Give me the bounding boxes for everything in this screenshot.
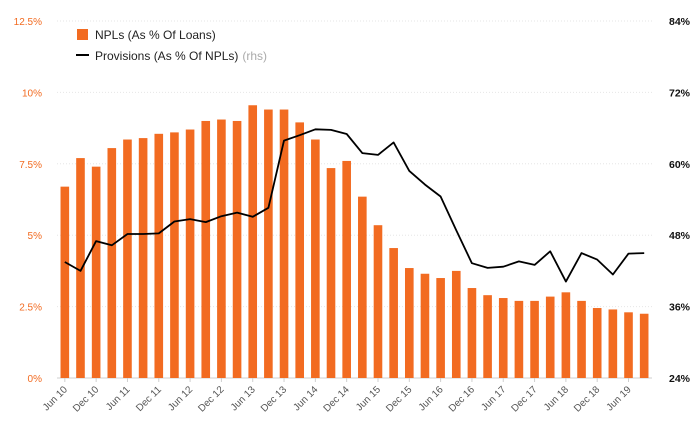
x-tick-label: Jun 11 bbox=[104, 384, 133, 413]
x-tick-label: Jun 14 bbox=[291, 384, 320, 413]
x-tick-label: Dec 11 bbox=[134, 384, 164, 414]
npl-bar bbox=[123, 139, 132, 378]
npl-bar bbox=[342, 160, 351, 378]
right-tick-label: 48% bbox=[669, 230, 691, 242]
right-y-axis: 24% 36% 48% 60% 72% 84% bbox=[669, 16, 691, 385]
x-tick-label: Jun 19 bbox=[605, 384, 634, 413]
x-tick-label: Dec 15 bbox=[384, 384, 414, 414]
left-tick-label: 7.5% bbox=[19, 160, 42, 171]
x-tick-label: Dec 14 bbox=[322, 384, 352, 414]
left-tick-label: 2.5% bbox=[19, 303, 42, 314]
npl-bar bbox=[624, 312, 633, 378]
npl-bar bbox=[248, 105, 258, 378]
x-tick-label: Dec 10 bbox=[71, 384, 101, 414]
legend-label-npls: NPLs (As % Of Loans) bbox=[95, 28, 216, 42]
npl-bar bbox=[420, 273, 430, 378]
npl-bar bbox=[217, 119, 226, 379]
npl-bar bbox=[326, 168, 336, 378]
npl-bar bbox=[451, 270, 461, 378]
x-tick-label: Dec 13 bbox=[259, 384, 289, 414]
npl-bar bbox=[577, 300, 586, 378]
npl-bar bbox=[311, 139, 320, 378]
npl-bar bbox=[436, 278, 445, 378]
npl-bar bbox=[170, 132, 179, 378]
npl-bar bbox=[373, 225, 383, 378]
npl-bar bbox=[76, 158, 85, 378]
npl-bar bbox=[154, 133, 164, 378]
npl-bar bbox=[138, 138, 148, 378]
npl-bar bbox=[295, 122, 305, 378]
right-tick-label: 36% bbox=[669, 302, 691, 314]
npl-bar bbox=[592, 308, 602, 378]
left-tick-label: 0% bbox=[28, 374, 43, 385]
x-axis: Jun 10 Dec 10 Jun 11 Dec 11 Jun 12 Dec 12 Jun … bbox=[41, 378, 634, 415]
left-tick-label: 5% bbox=[28, 231, 43, 242]
npl-bar bbox=[639, 313, 649, 378]
npl-bar bbox=[279, 109, 289, 378]
npl-bar bbox=[389, 248, 398, 378]
legend-label-provisions: Provisions (As % Of NPLs) (rhs) bbox=[95, 49, 267, 63]
x-tick-label: Dec 12 bbox=[196, 384, 226, 414]
legend-label-provisions-name: Provisions (As % Of NPLs) bbox=[95, 49, 238, 63]
npl-bar bbox=[91, 166, 101, 378]
x-tick-label: Dec 18 bbox=[572, 384, 602, 414]
x-tick-label: Jun 17 bbox=[479, 384, 508, 413]
npl-bar bbox=[264, 109, 273, 378]
npl-bar bbox=[358, 196, 367, 378]
npl-bar bbox=[107, 148, 117, 378]
npl-bar bbox=[545, 296, 555, 378]
npl-bar bbox=[201, 120, 211, 379]
x-tick-label: Dec 17 bbox=[510, 384, 540, 414]
x-tick-label: Jun 12 bbox=[166, 384, 195, 413]
legend-label-provisions-note: (rhs) bbox=[242, 49, 267, 63]
npl-bar bbox=[530, 300, 539, 378]
npl-bar bbox=[467, 288, 477, 378]
x-tick-label: Jun 13 bbox=[229, 384, 258, 413]
npl-bar bbox=[498, 298, 508, 378]
provisions-line bbox=[64, 128, 645, 283]
npl-bar bbox=[60, 186, 70, 378]
legend-swatch-npls bbox=[77, 29, 88, 40]
npl-bars bbox=[60, 105, 649, 379]
legend: NPLs (As % Of Loans) Provisions (As % Of… bbox=[76, 28, 267, 63]
right-tick-label: 84% bbox=[669, 16, 691, 28]
left-y-axis: 0% 2.5% 5% 7.5% 10% 12.5% bbox=[14, 17, 42, 385]
right-tick-label: 24% bbox=[669, 373, 691, 385]
x-tick-label: Jun 10 bbox=[41, 384, 70, 413]
npl-bar bbox=[514, 300, 524, 378]
x-tick-label: Dec 16 bbox=[447, 384, 477, 414]
provisions-series-line bbox=[64, 128, 645, 283]
npl-bar bbox=[561, 292, 571, 378]
npl-bar bbox=[185, 129, 195, 378]
right-tick-label: 60% bbox=[669, 159, 691, 171]
npl-bar bbox=[232, 120, 242, 379]
npl-bar bbox=[608, 309, 618, 378]
x-tick-label: Jun 15 bbox=[354, 384, 383, 413]
x-tick-label: Jun 16 bbox=[417, 384, 446, 413]
npl-bar bbox=[483, 295, 492, 378]
x-tick-label: Jun 18 bbox=[542, 384, 571, 413]
left-tick-label: 10% bbox=[22, 88, 42, 99]
npl-bar bbox=[404, 268, 414, 378]
left-tick-label: 12.5% bbox=[14, 17, 42, 28]
right-tick-label: 72% bbox=[669, 87, 691, 99]
